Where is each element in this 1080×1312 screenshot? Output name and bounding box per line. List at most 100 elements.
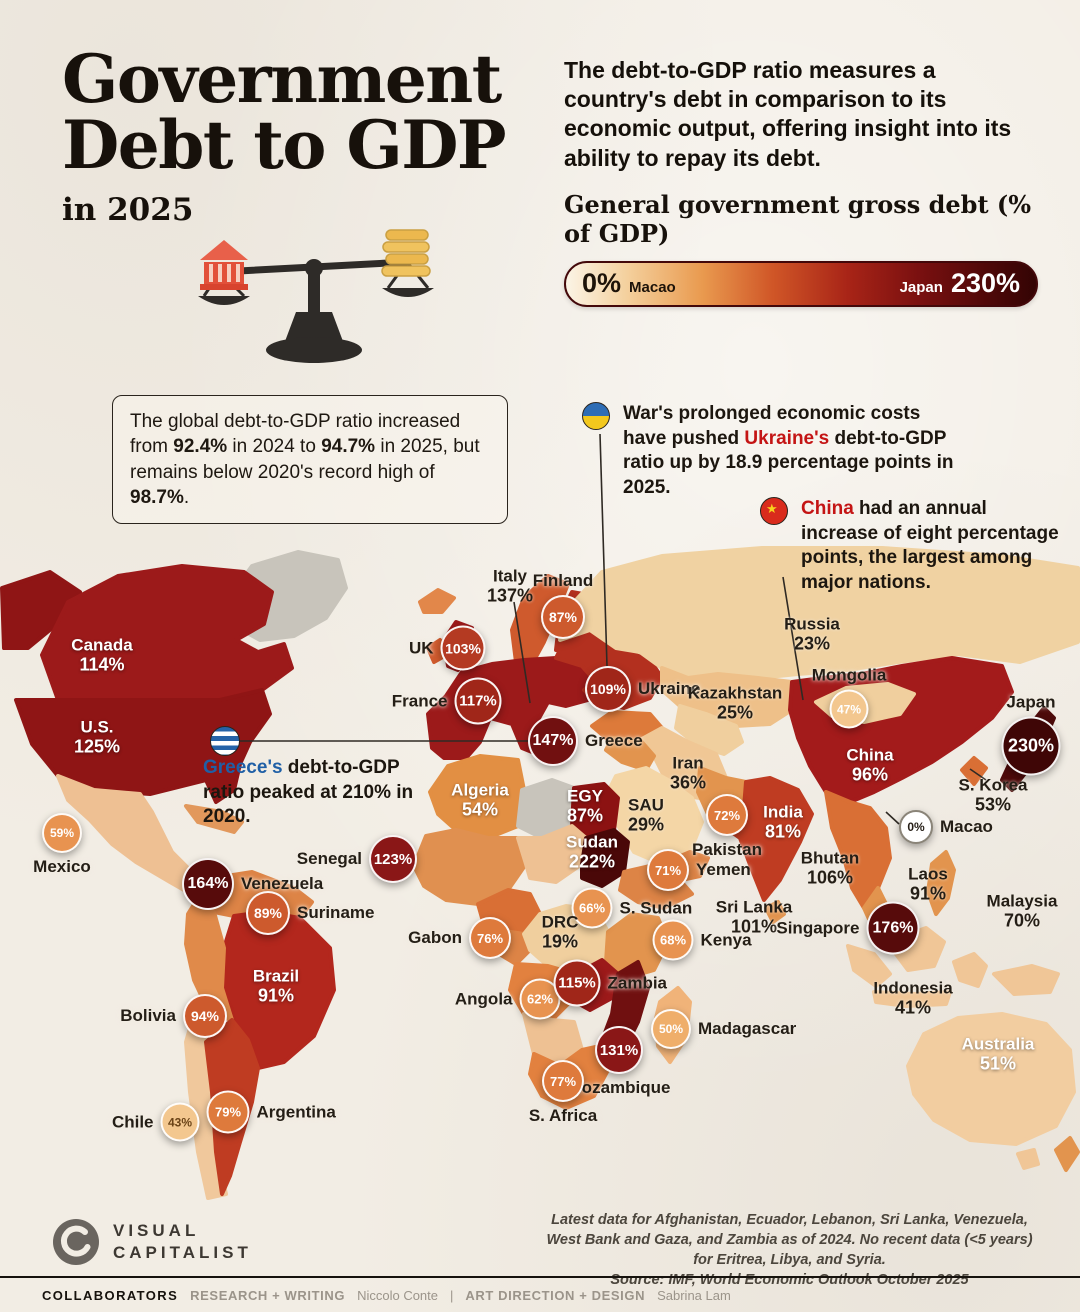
value-bubble-mongolia: 47% [829, 689, 869, 729]
callout-china: ★ China had an annual increase of eight … [760, 497, 1060, 596]
country-marker-mexico: 59% Mexico [33, 813, 91, 876]
value-bubble-finland: 87% [541, 595, 585, 639]
greece-flag-wrap [210, 726, 240, 756]
value-bubble-macao: 0% [899, 810, 933, 844]
region-kazakhstan [660, 666, 800, 728]
country-label-madagascar: Madagascar [698, 1019, 797, 1038]
value-bubble-france: 117% [454, 677, 502, 725]
country-label-mexico: Mexico [33, 857, 91, 876]
region-sudan [580, 828, 630, 888]
value-bubble-mexico: 59% [42, 813, 82, 853]
country-label-sudan: Sudan [566, 832, 618, 852]
china-callout-text: China had an annual increase of eight pe… [801, 498, 1059, 594]
country-marker-mongolia: 47% Mongolia [812, 666, 886, 729]
legend-max-label: Japan [899, 279, 943, 297]
country-value-sri-lanka: 101% [730, 916, 778, 937]
value-bubble-argentina: 79% [206, 1090, 250, 1134]
country-value-bhutan: 106% [806, 867, 854, 888]
country-value-indonesia: 41% [894, 997, 932, 1018]
country-marker-iran: Iran 36% [670, 753, 706, 792]
country-marker-algeria: Algeria 54% [451, 780, 509, 819]
country-marker-kazakhstan: Kazakhstan 25% [688, 683, 782, 722]
value-bubble-greece: 147% [528, 716, 578, 766]
country-label-china: China [846, 745, 894, 765]
country-label-india: India [763, 802, 803, 822]
region-russia [558, 546, 1080, 680]
country-label-brazil: Brazil [252, 966, 300, 986]
country-marker-japan: 230% Japan [1001, 693, 1061, 776]
country-label-singapore: Singapore [776, 918, 860, 937]
country-marker-suriname: 89% Suriname [246, 891, 374, 935]
country-value-u-s: 125% [73, 736, 121, 757]
country-label-macao: Macao [940, 817, 993, 836]
country-label-u-s: U.S. [80, 717, 114, 737]
legend-min: 0% Macao [582, 268, 676, 299]
credit-separator: | [450, 1288, 454, 1303]
value-bubble-ukraine: 109% [585, 666, 631, 712]
country-value-india: 81% [764, 821, 802, 842]
country-label-bolivia: Bolivia [120, 1006, 176, 1025]
country-value-italy: 137% [486, 585, 534, 606]
region-java [872, 990, 952, 1008]
region-sri-lanka [764, 900, 786, 924]
country-marker-bhutan: Bhutan 106% [801, 848, 860, 887]
value-bubble-yemen: 71% [647, 849, 689, 891]
credit1-role: RESEARCH + WRITING [190, 1288, 346, 1303]
page-title: Government Debt to GDP [62, 46, 507, 178]
country-label-malaysia: Malaysia [986, 891, 1058, 911]
country-label-ukraine: Ukraine [638, 679, 701, 698]
country-marker-venezuela: 164% Venezuela [182, 858, 323, 910]
country-marker-bolivia: 94% Bolivia [120, 994, 227, 1038]
country-marker-india: India 81% [763, 802, 803, 841]
country-value-china: 96% [851, 764, 889, 785]
country-label-egy: EGY [567, 786, 603, 806]
country-marker-macao: 0% Macao [899, 810, 993, 844]
callout-global-ratio: The global debt-to-GDP ratio increased f… [112, 395, 508, 525]
country-marker-ukraine: 109% Ukraine [585, 666, 700, 712]
connector-italy [513, 601, 531, 704]
country-marker-drc: DRC 19% [542, 912, 579, 951]
country-label-russia: Russia [784, 614, 840, 634]
ukraine-flag-icon [582, 402, 610, 430]
country-value-canada: 114% [79, 654, 125, 675]
visual-capitalist-mark-icon [53, 1219, 99, 1265]
country-marker-s-korea: S. Korea 53% [959, 775, 1028, 814]
greece-flag-icon [210, 726, 240, 756]
country-marker-mozambique: 131% Mozambique [568, 1026, 670, 1097]
country-label-laos: Laos [908, 864, 948, 884]
country-marker-indonesia: Indonesia 41% [873, 978, 952, 1017]
value-bubble-japan: 230% [1001, 716, 1061, 776]
country-marker-pakistan: 72% Pakistan [692, 794, 762, 859]
country-value-egy: 87% [566, 805, 604, 826]
country-marker-madagascar: 50% Madagascar [651, 1009, 796, 1049]
ukraine-callout-text: War's prolonged economic costs have push… [623, 403, 954, 499]
country-label-australia: Australia [961, 1034, 1035, 1054]
country-label-italy: Italy [492, 566, 528, 586]
value-bubble-kenya: 68% [652, 919, 694, 961]
connector-lines [240, 433, 987, 825]
country-marker-egy: EGY 87% [567, 786, 603, 825]
country-label-sri-lanka: Sri Lanka [715, 897, 793, 917]
country-marker-yemen: 71% Yemen [647, 849, 751, 891]
country-label-yemen: Yemen [696, 860, 751, 879]
country-marker-canada: Canada 114% [71, 635, 132, 674]
country-value-laos: 91% [909, 883, 947, 904]
connector-skorea [969, 768, 987, 781]
credits-bar: COLLABORATORS RESEARCH + WRITING Niccolo… [0, 1276, 1080, 1303]
callout-ukraine: War's prolonged economic costs have push… [582, 402, 958, 501]
title-line-1: Government [62, 40, 502, 118]
country-marker-australia: Australia 51% [962, 1034, 1035, 1073]
country-label-s-africa: S. Africa [528, 1106, 598, 1125]
country-marker-sau: SAU 29% [628, 795, 664, 834]
country-value-malaysia: 70% [1003, 910, 1041, 931]
country-label-finland: Finland [532, 571, 594, 590]
country-label-sau: SAU [628, 795, 664, 815]
region-caribbean [184, 804, 244, 834]
country-label-france: France [391, 691, 448, 710]
country-marker-laos: Laos 91% [908, 864, 948, 903]
country-marker-u-s: U.S. 125% [74, 717, 120, 756]
intro-block: The debt-to-GDP ratio measures a country… [564, 56, 1038, 307]
country-marker-sudan: Sudan 222% [566, 832, 618, 871]
